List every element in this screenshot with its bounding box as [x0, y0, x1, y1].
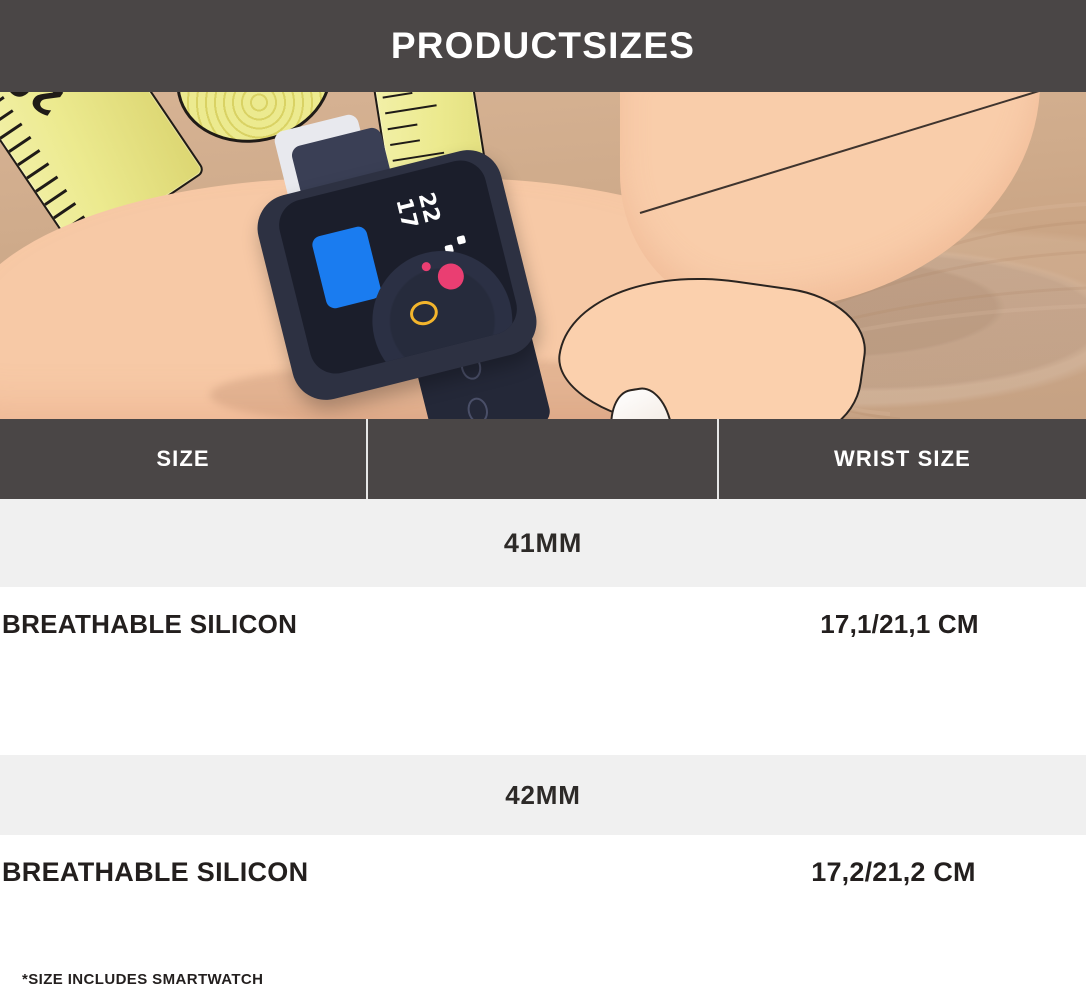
footnote-text: *SIZE INCLUDES SMARTWATCH — [22, 971, 264, 988]
cell-wrist-size: 17,1/21,1 CM — [820, 609, 979, 639]
watch-clock-readout: 22 17 — [391, 190, 445, 231]
strap-hole — [464, 395, 491, 419]
size-group-band-42mm: 42MM — [0, 755, 1086, 835]
page-header: PRODUCTSIZES — [0, 0, 1086, 92]
column-header-wrist-size: WRIST SIZE — [719, 419, 1086, 499]
page-title: PRODUCTSIZES — [390, 25, 696, 66]
size-group-band-41mm: 41MM — [0, 499, 1086, 587]
size-group-label: 42MM — [505, 779, 581, 810]
column-header-size-label: SIZE — [156, 446, 210, 471]
screen-blue-tile — [310, 224, 383, 311]
cell-product-name: BREATHABLE SILICON — [2, 609, 298, 639]
cell-product-name: BREATHABLE SILICON — [2, 857, 309, 887]
tape-marking-number: 20 — [0, 92, 71, 124]
cell-wrist-size: 17,2/21,2 CM — [811, 857, 976, 887]
column-header-size: SIZE — [0, 419, 368, 499]
size-table-header-row: SIZE WRIST SIZE — [0, 419, 1086, 499]
size-group-label: 41MM — [503, 527, 583, 558]
table-row: BREATHABLE SILICON 17,1/21,1 CM — [0, 587, 1086, 755]
hero-illustration: 20 22 17 — [0, 92, 1086, 419]
column-header-wrist-size-label: WRIST SIZE — [834, 446, 971, 471]
watch-clock-colon — [456, 235, 467, 245]
table-row: BREATHABLE SILICON 17,2/21,2 CM — [0, 835, 1086, 955]
column-header-spacer — [368, 419, 719, 499]
